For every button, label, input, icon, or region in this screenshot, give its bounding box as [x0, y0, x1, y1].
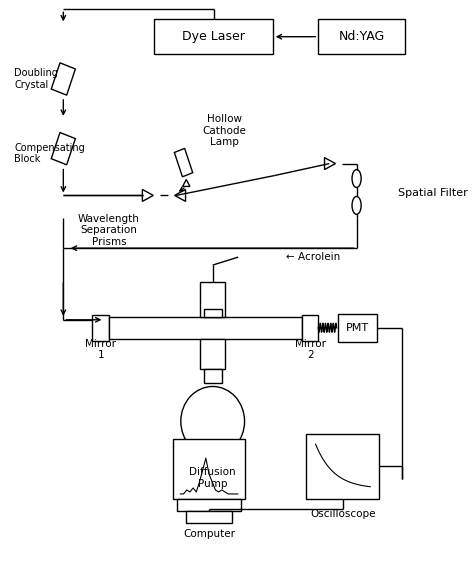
Bar — [173, 439, 246, 499]
Bar — [319, 19, 405, 54]
Text: PMT: PMT — [346, 323, 369, 333]
Bar — [200, 282, 226, 317]
Text: Oscilloscope: Oscilloscope — [310, 509, 376, 519]
Polygon shape — [325, 157, 336, 170]
Bar — [155, 19, 273, 54]
Bar — [338, 314, 377, 342]
Text: Doubling
Crystal: Doubling Crystal — [14, 68, 58, 90]
Text: Mirror
2: Mirror 2 — [295, 339, 326, 360]
Ellipse shape — [352, 170, 361, 188]
Text: Nd:YAG: Nd:YAG — [338, 30, 385, 43]
Polygon shape — [51, 63, 75, 95]
Bar — [109, 317, 302, 339]
Text: Diffusion
Pump: Diffusion Pump — [190, 467, 236, 489]
Bar — [203, 369, 222, 383]
Ellipse shape — [352, 197, 361, 214]
Polygon shape — [51, 133, 75, 165]
Circle shape — [181, 387, 245, 456]
Bar — [200, 339, 226, 369]
Bar — [92, 315, 109, 341]
Text: ← Acrolein: ← Acrolein — [285, 252, 340, 262]
Polygon shape — [174, 148, 193, 177]
Text: Computer: Computer — [183, 529, 235, 539]
Polygon shape — [182, 179, 190, 187]
Bar — [302, 315, 319, 341]
Bar — [307, 434, 379, 499]
Text: Dye Laser: Dye Laser — [182, 30, 245, 43]
Text: Spatial Filter: Spatial Filter — [398, 188, 467, 198]
Text: Hollow
Cathode
Lamp: Hollow Cathode Lamp — [202, 114, 246, 147]
Text: Mirror
1: Mirror 1 — [85, 339, 116, 360]
Text: Wavelength
Separation
Prisms: Wavelength Separation Prisms — [78, 214, 140, 247]
Bar — [177, 499, 241, 511]
Text: Compensating
Block: Compensating Block — [14, 143, 85, 165]
Bar — [186, 511, 232, 523]
Polygon shape — [142, 189, 153, 201]
Bar — [203, 309, 222, 317]
Polygon shape — [174, 189, 185, 201]
